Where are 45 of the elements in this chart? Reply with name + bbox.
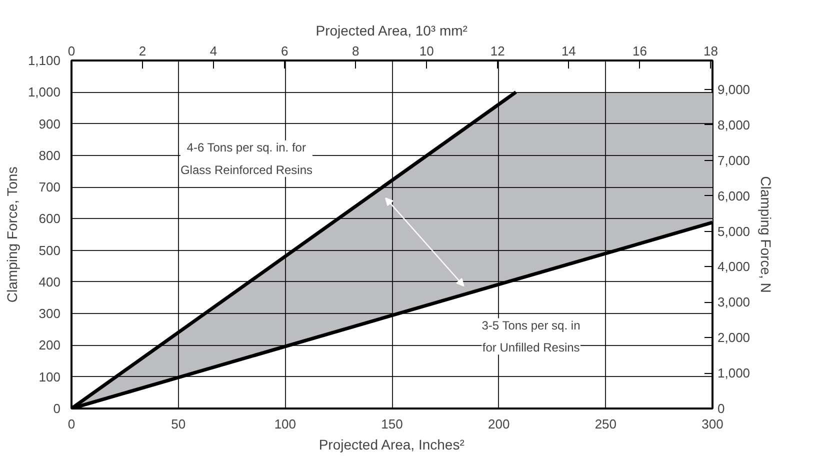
y-tick-label: 900: [38, 116, 61, 132]
y2-tick-label: 2,000: [718, 330, 750, 346]
x2-tick-label: 2: [138, 44, 146, 58]
y2-tick-label: 0: [718, 401, 725, 416]
y-tick-label: 600: [38, 211, 61, 226]
x-tick-label: 0: [68, 416, 76, 432]
y-tick-label: 0: [53, 401, 61, 416]
x2-tick-label: 8: [352, 44, 360, 58]
y2-axis-title: Clamping Force, N: [758, 176, 774, 293]
y2-tick-label: 1,000: [718, 366, 750, 381]
x2-tick-label: 12: [490, 44, 505, 58]
x-tick-label: 100: [274, 416, 296, 432]
annotation: 3-5 Tons per sq. in for Unfilled Resins: [482, 318, 580, 355]
x2-axis-title: Projected Area, 10³ mm²: [316, 22, 468, 38]
y-tick-label: 1,000: [28, 84, 61, 100]
x-tick-label: 300: [702, 416, 724, 432]
x2-tick-label: 4: [210, 44, 218, 58]
x2-tick-label: 14: [561, 44, 576, 58]
x-tick-label: 200: [488, 416, 510, 432]
x2-tick-label: 0: [68, 44, 76, 58]
x-tick-label: 50: [171, 416, 186, 432]
x-tick-label: 250: [594, 416, 617, 432]
y2-tick-label: 4,000: [718, 259, 750, 274]
y-tick-label: 700: [38, 180, 61, 195]
x2-tick-label: 18: [703, 44, 718, 58]
x2-tick-label: 16: [632, 44, 647, 58]
y-tick-label: 300: [38, 306, 61, 322]
y2-tick-label: 8,000: [718, 117, 750, 132]
y2-tick-label: 3,000: [718, 294, 750, 310]
x-tick-label: 150: [381, 416, 403, 432]
y2-tick-label: 5,000: [718, 224, 750, 239]
y-axis-title: Clamping Force, Tons: [4, 166, 20, 303]
y-tick-label: 200: [38, 338, 61, 353]
y-tick-label: 500: [38, 242, 61, 258]
y2-tick-label: 7,000: [718, 152, 750, 168]
x2-tick-label: 10: [419, 44, 434, 58]
y2-tick-label: 9,000: [718, 82, 750, 98]
y-tick-label: 100: [38, 369, 61, 384]
y-tick-label: 800: [38, 148, 61, 163]
annotation: 4-6 Tons per sq. in. for Glass Reinforced Resins: [180, 140, 313, 177]
x-axis-title: Projected Area, Inches²: [318, 436, 465, 452]
x2-tick-label: 6: [280, 44, 288, 58]
y2-tick-label: 6,000: [718, 188, 750, 204]
y-tick-label: 400: [38, 274, 61, 290]
y-tick-label: 1,100: [28, 53, 61, 68]
